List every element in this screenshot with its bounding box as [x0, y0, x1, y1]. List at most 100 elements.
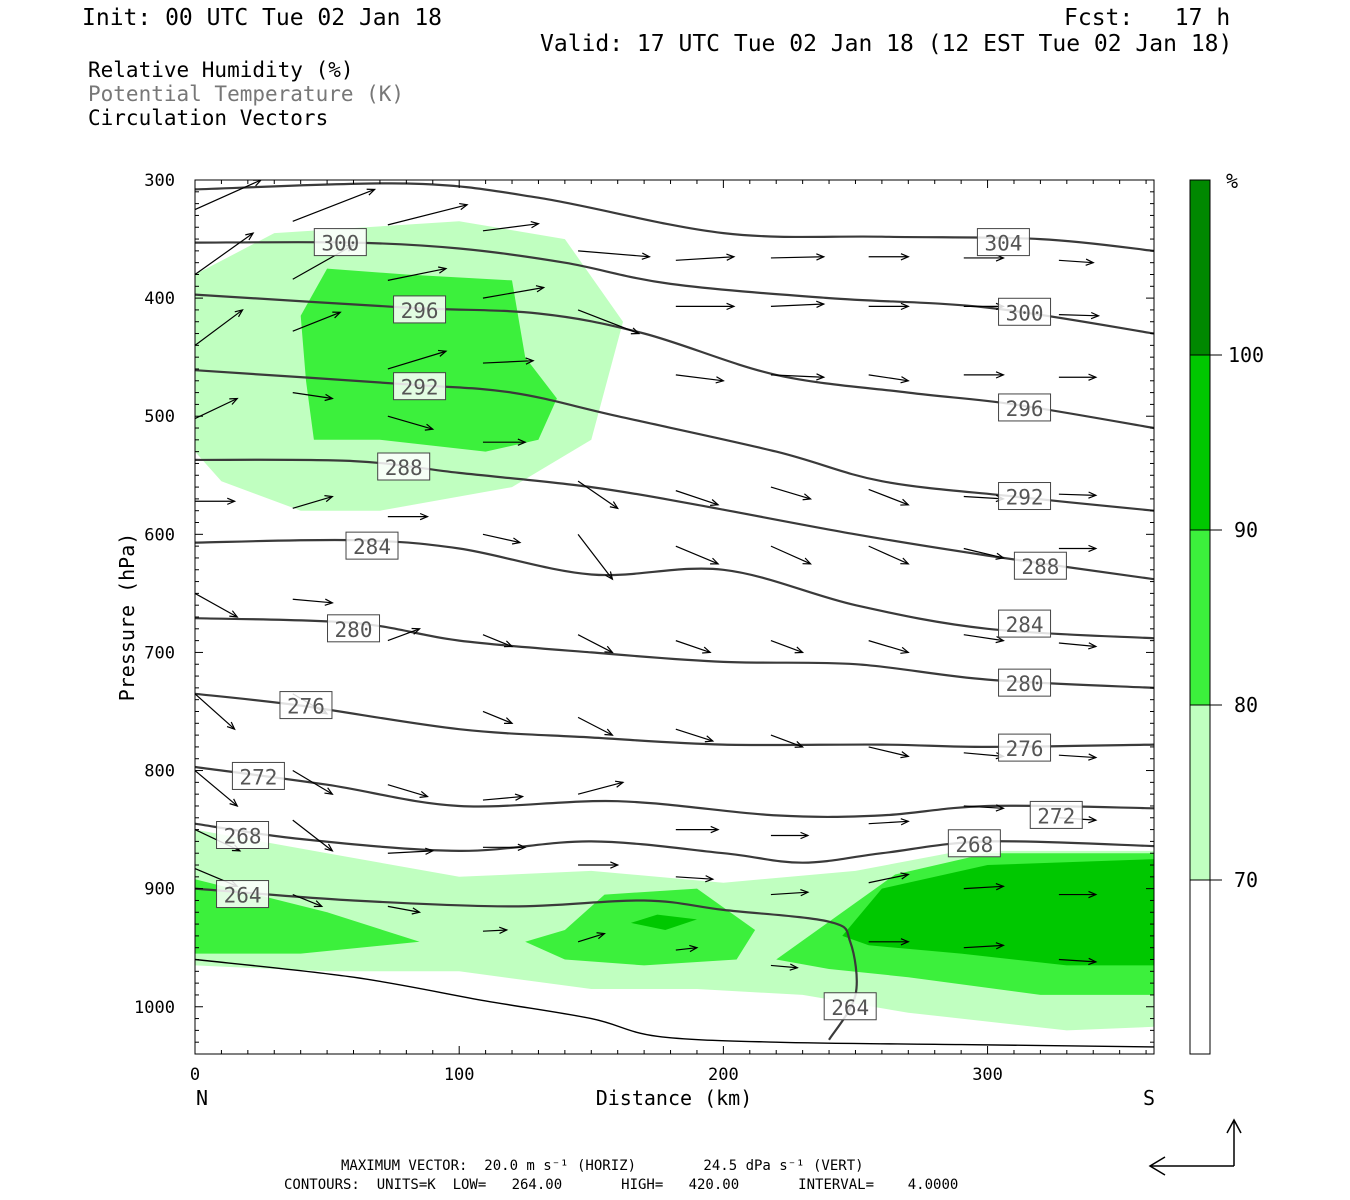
- footer-max-vector: MAXIMUM VECTOR: 20.0 m s⁻¹ (HORIZ) 24.5 …: [341, 1158, 864, 1174]
- svg-text:272: 272: [1037, 804, 1075, 828]
- y-tick-label: 500: [144, 407, 175, 427]
- svg-text:276: 276: [287, 695, 325, 719]
- contour-label-284: 284: [998, 609, 1052, 638]
- circulation-vector: [675, 545, 720, 565]
- contour-label-280: 280: [998, 668, 1052, 697]
- colorbar-segment: [1189, 879, 1211, 1055]
- contour-label-276: 276: [279, 691, 333, 720]
- contour-label-268: 268: [947, 829, 1001, 858]
- svg-text:268: 268: [955, 833, 993, 857]
- colorbar-segment: [1189, 704, 1211, 881]
- circulation-vector: [963, 494, 1005, 503]
- contour-label-300: 300: [313, 228, 367, 257]
- circulation-vector: [770, 300, 826, 308]
- circulation-vector: [963, 804, 1005, 812]
- circulation-vector: [578, 861, 620, 869]
- circulation-vector: [675, 490, 720, 507]
- contour-label-292: 292: [998, 482, 1052, 511]
- circulation-vector: [1058, 890, 1098, 899]
- circulation-vector: [770, 373, 826, 381]
- svg-text:280: 280: [335, 618, 373, 642]
- svg-text:276: 276: [1006, 737, 1044, 761]
- colorbar-level-label: 70: [1234, 868, 1258, 892]
- circulation-vector: [868, 640, 910, 654]
- circulation-vector: [868, 746, 910, 759]
- circulation-vector: [770, 253, 826, 261]
- circulation-vector: [292, 819, 334, 852]
- legend-theta: Potential Temperature (K): [88, 82, 405, 106]
- forecast-hour: Fcst: 17 h: [1064, 5, 1231, 31]
- circulation-vector: [675, 825, 720, 834]
- x-tick-label: 0: [190, 1065, 200, 1085]
- y-tick-label: 600: [144, 525, 175, 545]
- circulation-vector: [577, 480, 619, 510]
- contour-label-276: 276: [998, 733, 1052, 762]
- circulation-vector: [770, 888, 810, 897]
- circulation-vector: [675, 728, 715, 743]
- contour-label-268: 268: [216, 821, 270, 849]
- contour-label-300: 300: [998, 297, 1052, 326]
- circulation-vector: [577, 533, 614, 581]
- contour-label-284: 284: [345, 531, 399, 560]
- circulation-vector: [482, 710, 514, 725]
- svg-text:296: 296: [401, 299, 439, 323]
- contour-label-296: 296: [998, 393, 1052, 422]
- contour-label-272: 272: [1029, 800, 1083, 829]
- circulation-vector: [387, 784, 429, 799]
- circulation-vector: [577, 309, 641, 335]
- circulation-vector: [482, 438, 527, 446]
- svg-text:284: 284: [353, 535, 391, 559]
- theta-contour-288: [195, 458, 1154, 581]
- svg-text:300: 300: [321, 232, 359, 256]
- circulation-vector: [387, 349, 448, 370]
- svg-text:280: 280: [1006, 672, 1044, 696]
- relative-humidity-shading: [195, 221, 1154, 1031]
- contour-label-288: 288: [1013, 551, 1067, 580]
- circulation-vector: [770, 734, 805, 748]
- circulation-vector: [578, 250, 651, 260]
- valid-time: Valid: 17 UTC Tue 02 Jan 18 (12 EST Tue …: [540, 31, 1233, 57]
- circulation-vector: [292, 392, 334, 402]
- circulation-vector: [292, 598, 334, 606]
- svg-text:292: 292: [401, 376, 439, 400]
- init-time: Init: 00 UTC Tue 02 Jan 18: [82, 5, 443, 31]
- circulation-vector: [1058, 544, 1098, 553]
- circulation-vector: [195, 693, 236, 731]
- circulation-vector: [963, 942, 1005, 950]
- colorbar-level-label: 90: [1234, 518, 1258, 542]
- y-tick-label: 800: [144, 762, 175, 782]
- circulation-vector: [387, 512, 430, 521]
- y-axis-label: Pressure (hPa): [115, 533, 139, 702]
- svg-text:292: 292: [1006, 486, 1044, 510]
- colorbar-segment: [1189, 179, 1211, 356]
- circulation-vector: [1058, 957, 1098, 966]
- circulation-vector: [292, 311, 342, 332]
- svg-text:264: 264: [224, 884, 262, 908]
- svg-text:288: 288: [1021, 555, 1059, 579]
- x-axis-label: Distance (km): [596, 1086, 753, 1110]
- circulation-vector: [387, 202, 469, 226]
- circulation-vector: [195, 592, 239, 618]
- circulation-vector: [868, 488, 910, 506]
- contour-label-304: 304: [976, 228, 1030, 257]
- circulation-vector: [482, 285, 546, 299]
- circulation-vector: [387, 905, 422, 915]
- circulation-vector: [868, 872, 910, 884]
- circulation-vector: [482, 220, 540, 232]
- circulation-vector: [577, 780, 625, 795]
- circulation-vector: [963, 371, 1005, 379]
- circulation-vector: [482, 926, 509, 935]
- ground-line: [195, 958, 1154, 1048]
- circulation-vector: [675, 253, 736, 261]
- circulation-vector: [387, 266, 448, 281]
- y-tick-label: 900: [144, 880, 175, 900]
- circulation-vector: [387, 415, 435, 431]
- reference-vector-icon: [1148, 1118, 1242, 1176]
- circulation-vector: [292, 770, 334, 795]
- svg-text:300: 300: [1006, 301, 1044, 325]
- theta-contour-264: [195, 887, 858, 1041]
- x-tick-label: 100: [444, 1065, 475, 1085]
- x-end-label-south: S: [1143, 1086, 1155, 1110]
- legend-vectors: Circulation Vectors: [88, 106, 329, 130]
